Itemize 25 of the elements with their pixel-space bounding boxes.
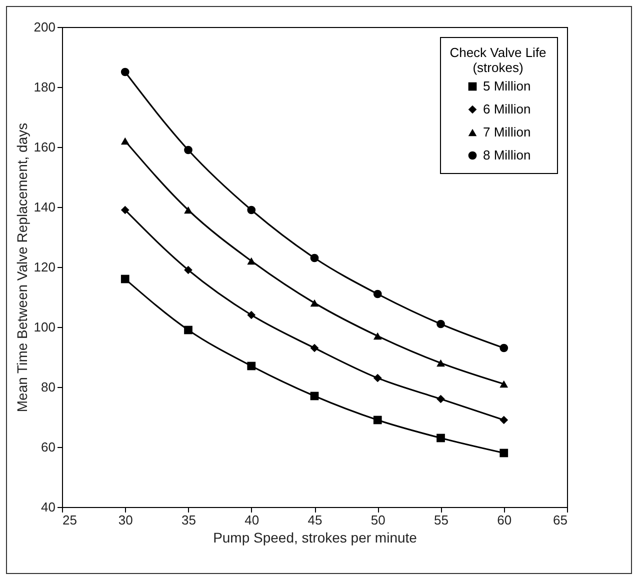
x-axis-title: Pump Speed, strokes per minute bbox=[213, 530, 418, 546]
y-tick-label: 160 bbox=[34, 140, 56, 154]
x-tick-label: 40 bbox=[244, 512, 260, 528]
x-tick-label: 60 bbox=[497, 512, 512, 528]
y-axis-title: Mean Time Between Valve Replacement, days bbox=[14, 122, 30, 412]
x-tick-label: 30 bbox=[118, 512, 133, 528]
legend-title: Check Valve Life (strokes) bbox=[450, 45, 546, 75]
y-tick-label: 140 bbox=[34, 200, 56, 214]
y-tick-label: 100 bbox=[34, 320, 56, 334]
legend-label: 8 Million bbox=[483, 148, 531, 162]
x-tick-label: 50 bbox=[370, 512, 386, 528]
y-tick-label: 40 bbox=[41, 500, 56, 514]
y-tick-label: 60 bbox=[41, 440, 56, 454]
x-tick-label: 65 bbox=[553, 512, 568, 528]
legend-label: 7 Million bbox=[483, 124, 531, 140]
x-tick-label: 35 bbox=[182, 512, 196, 528]
legend-label: 5 Million bbox=[483, 78, 531, 94]
legend-label: 6 Million bbox=[483, 102, 531, 116]
x-tick-label: 25 bbox=[62, 512, 77, 528]
y-tick-label: 80 bbox=[41, 380, 56, 394]
y-tick-label: 180 bbox=[34, 80, 56, 94]
x-tick-label: 45 bbox=[308, 512, 322, 528]
y-tick-label: 200 bbox=[34, 20, 56, 34]
x-tick-label: 55 bbox=[434, 512, 448, 528]
y-tick-label: 120 bbox=[34, 260, 56, 274]
